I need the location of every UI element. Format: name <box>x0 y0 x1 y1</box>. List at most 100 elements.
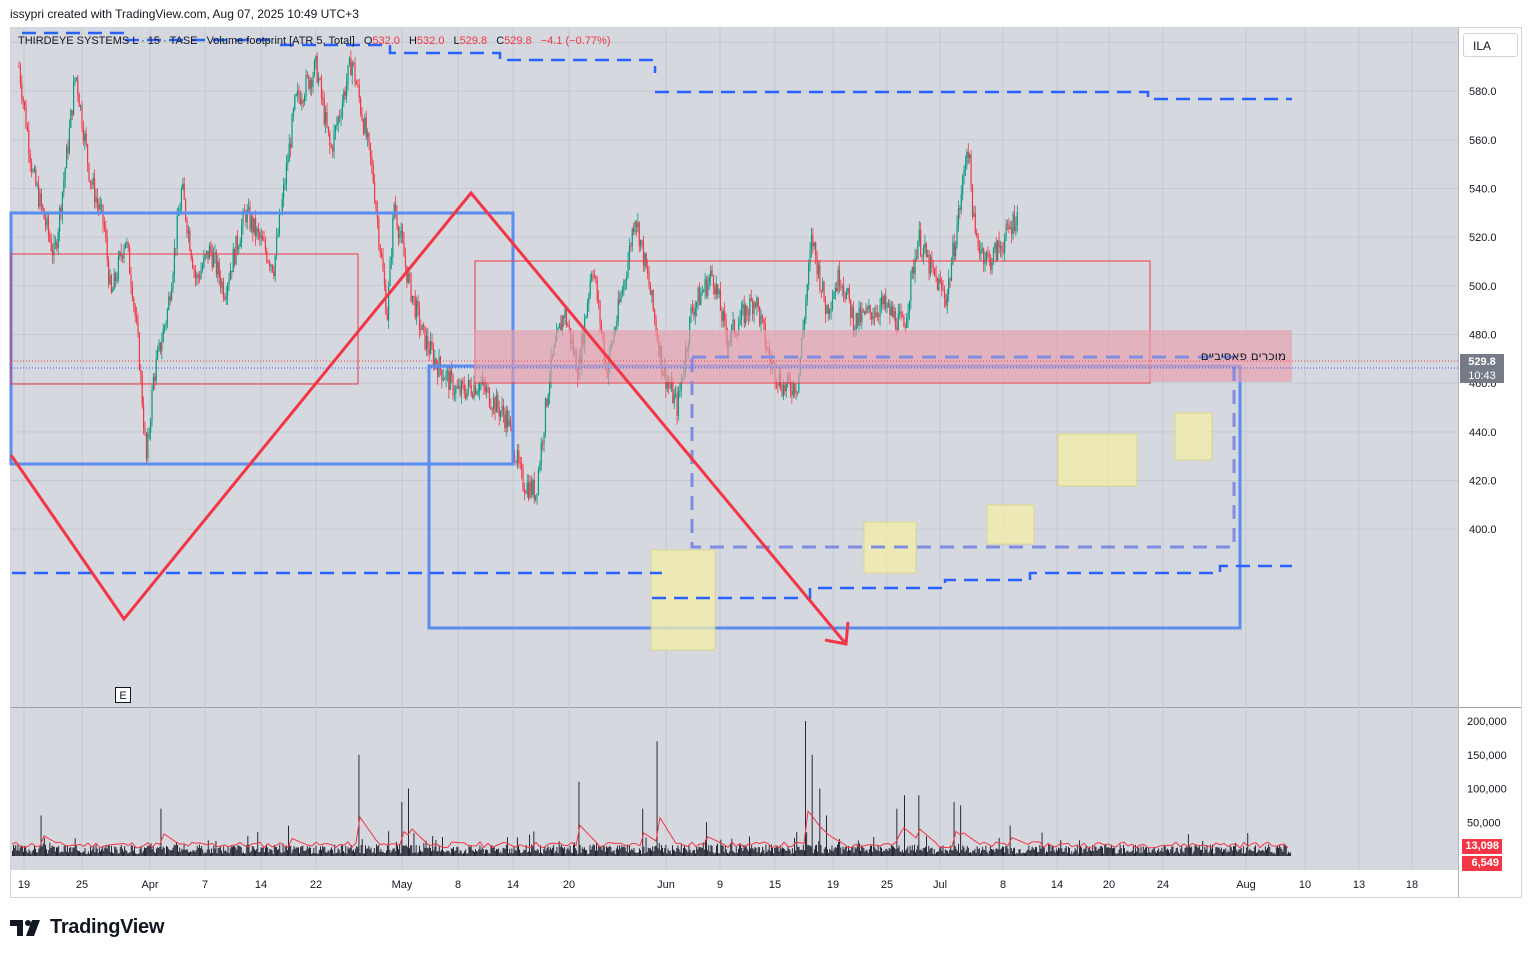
candle <box>270 264 272 267</box>
volume-bar <box>1268 844 1270 856</box>
volume-bar <box>431 851 432 856</box>
candle <box>445 372 447 380</box>
candle <box>851 306 853 318</box>
volume-bar <box>1037 852 1039 856</box>
price-axis-label: 520.0 <box>1469 232 1497 244</box>
currency-button[interactable]: ILA <box>1463 33 1518 57</box>
volume-bar <box>1228 851 1230 856</box>
volume-bar <box>364 853 365 856</box>
volume-bar <box>790 853 792 856</box>
volume-bar <box>246 845 248 856</box>
candle <box>231 270 233 273</box>
volume-bar <box>604 851 606 856</box>
candle <box>977 235 979 246</box>
volume-bar <box>833 848 835 856</box>
candle <box>353 62 355 64</box>
candle <box>360 98 362 114</box>
candle <box>746 305 748 315</box>
volume-bar <box>965 849 967 856</box>
candle <box>343 91 345 103</box>
candle <box>917 241 919 259</box>
volume-bar <box>840 847 842 856</box>
volume-bar <box>285 845 287 856</box>
volume-bar <box>493 846 495 856</box>
volume-bar <box>310 847 311 856</box>
candle <box>796 391 799 393</box>
candle <box>623 281 625 291</box>
volume-bar <box>292 849 294 856</box>
volume-bar <box>871 845 872 856</box>
candle <box>63 180 65 192</box>
volume-bar <box>315 845 317 856</box>
volume-bar <box>139 848 141 856</box>
volume-bar <box>283 852 285 856</box>
volume-bar <box>42 843 44 856</box>
candle <box>173 248 176 275</box>
time-axis-label: May <box>392 879 413 891</box>
candle <box>999 246 1002 248</box>
volume-bar <box>244 853 245 856</box>
volume-bar <box>856 845 858 856</box>
candle <box>193 268 195 271</box>
volume-bar <box>1219 849 1221 856</box>
volume-bar <box>644 853 646 856</box>
candle <box>936 277 939 291</box>
candle <box>435 358 437 366</box>
candle <box>724 311 726 320</box>
volume-bar <box>785 850 787 856</box>
volume-bar <box>28 849 30 856</box>
volume-bar <box>571 853 573 856</box>
candle <box>747 314 750 316</box>
volume-bar <box>483 853 485 856</box>
close-label: C <box>496 35 505 47</box>
candle <box>655 319 657 333</box>
candle <box>451 370 453 376</box>
chart-caption: issypri created with TradingView.com, Au… <box>10 7 359 21</box>
high-value: 532.0 <box>416 35 445 47</box>
volume-bar <box>487 849 489 856</box>
volume-bar <box>27 852 29 856</box>
volume-bar <box>460 851 462 856</box>
candle <box>283 184 285 199</box>
volume-bar <box>168 848 170 856</box>
volume-bar <box>375 853 376 856</box>
volume-bar <box>31 851 33 856</box>
volume-bar <box>47 853 49 856</box>
symbol-legend[interactable]: THIRDEYE SYSTEMS L · 15 · TASE Volume fo… <box>18 35 611 47</box>
candle <box>185 199 187 220</box>
volume-bar <box>157 847 159 856</box>
volume-bar <box>552 847 553 856</box>
volume-bar <box>716 845 717 856</box>
volume-bar <box>1108 847 1110 856</box>
volume-bar <box>1274 853 1276 856</box>
volume-bar <box>1005 846 1007 856</box>
candle <box>308 75 310 89</box>
candle <box>334 125 337 132</box>
candle <box>238 246 240 250</box>
volume-bar <box>1222 851 1223 856</box>
tradingview-logo[interactable]: TradingView <box>10 916 164 939</box>
indicator-name[interactable]: Volume footprint [ATR 5, Total] <box>206 35 355 47</box>
volume-bar <box>52 846 54 856</box>
candle <box>423 324 425 327</box>
candle <box>981 248 983 251</box>
earnings-marker[interactable]: E <box>115 687 131 703</box>
candle <box>336 124 338 126</box>
candle <box>501 405 503 412</box>
volume-bar <box>1170 849 1172 856</box>
volume-bar <box>996 848 998 856</box>
volume-bar <box>1163 844 1165 856</box>
volume-bar <box>189 852 190 856</box>
volume-bar <box>672 845 673 856</box>
volume-bar <box>919 850 921 856</box>
volume-bar <box>1255 845 1256 856</box>
volume-bar <box>556 847 558 856</box>
candle <box>294 95 296 110</box>
symbol-name[interactable]: THIRDEYE SYSTEMS L · 15 · TASE <box>18 35 198 47</box>
volume-bar <box>851 847 853 856</box>
volume-bar <box>384 853 386 856</box>
candle <box>187 230 190 234</box>
candle <box>95 197 97 203</box>
volume-bar <box>861 845 863 856</box>
